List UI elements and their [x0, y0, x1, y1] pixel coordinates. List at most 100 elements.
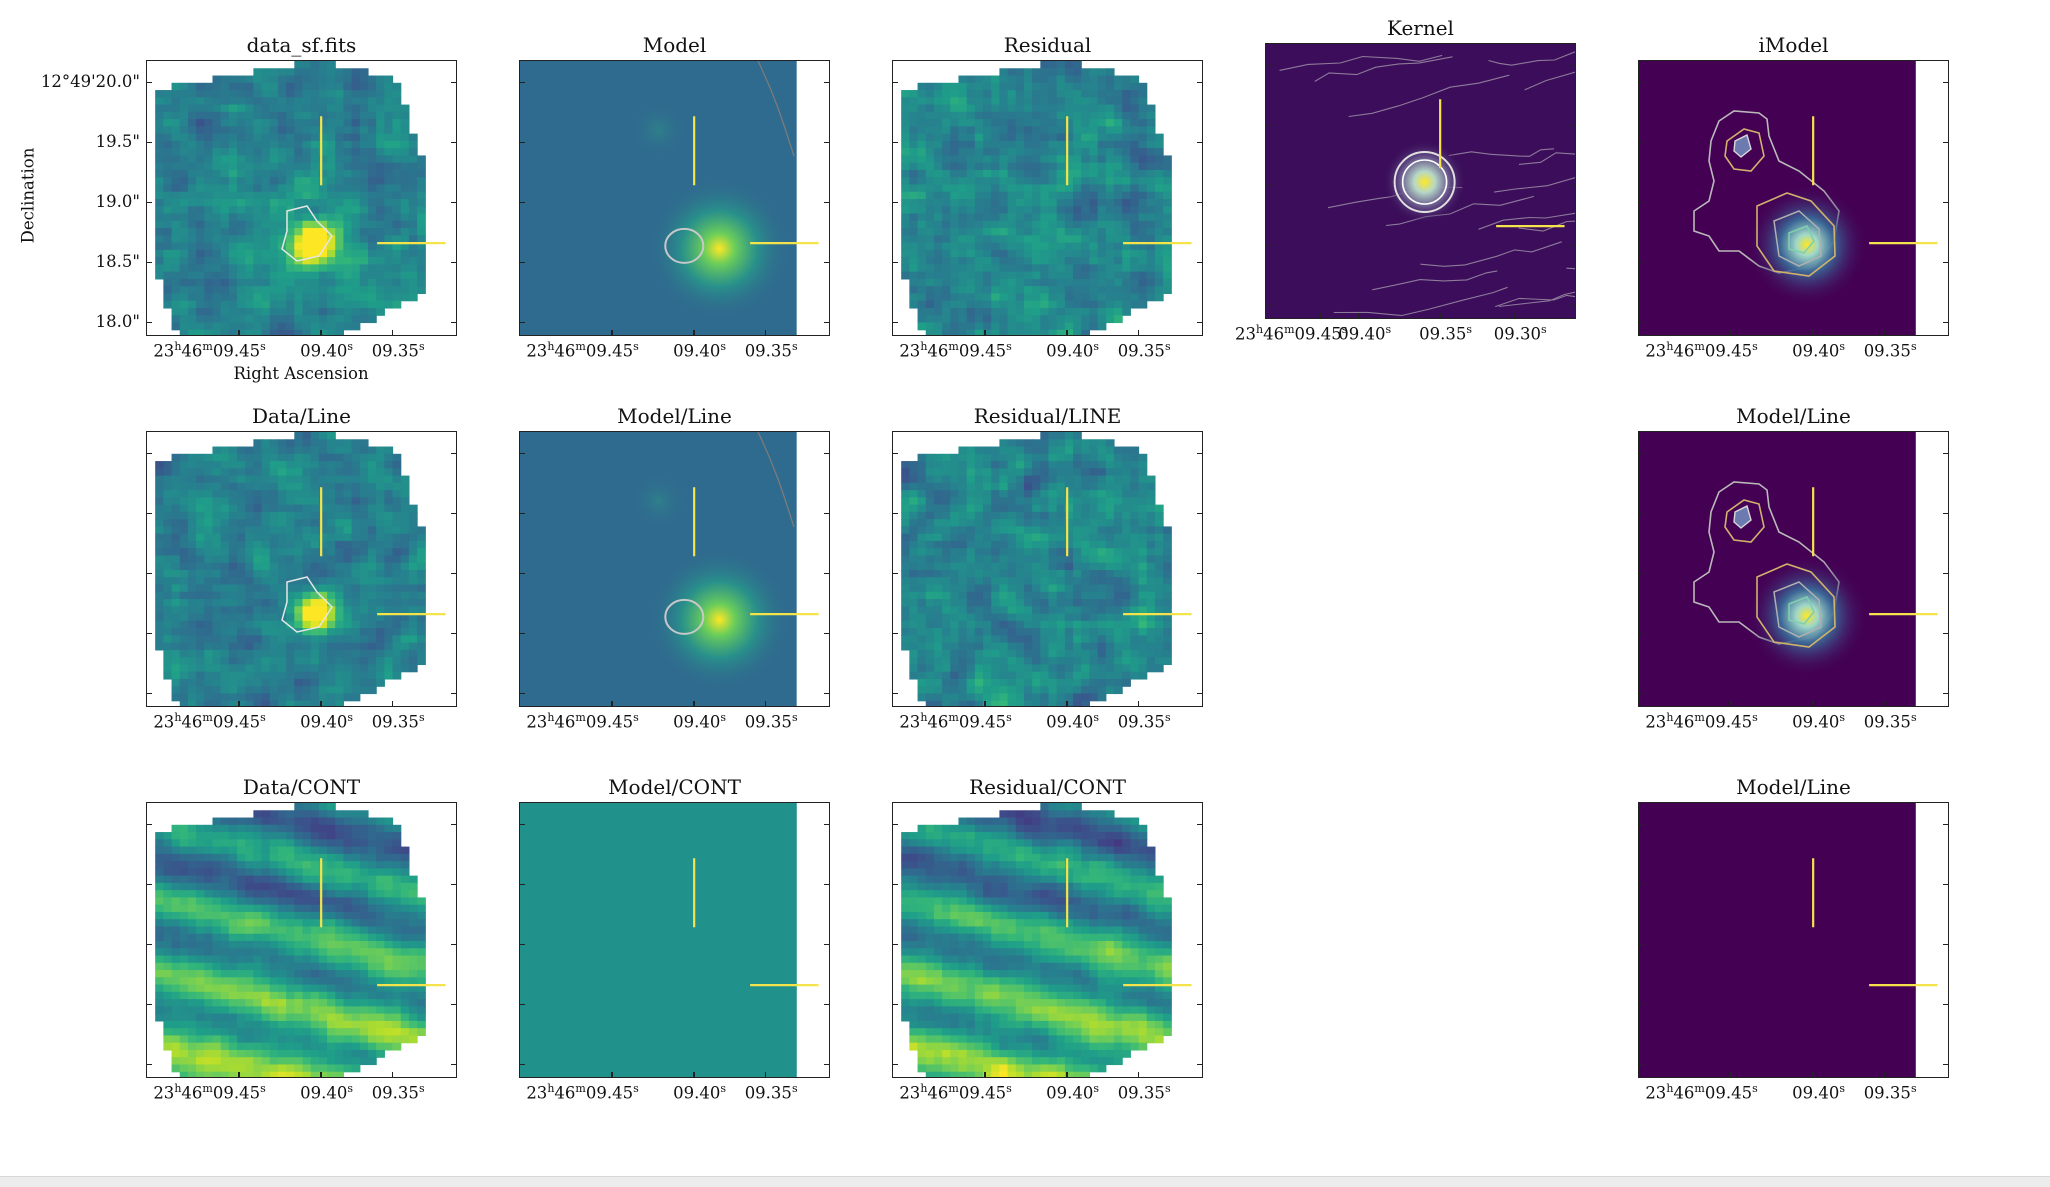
- y-tick-mark: [1943, 453, 1949, 454]
- companion-source: [630, 102, 686, 158]
- heatmap-image: [520, 803, 830, 1078]
- ra-tick-label: 09.35s: [1864, 340, 1917, 361]
- y-tick-mark: [451, 262, 457, 263]
- x-tick-mark: [392, 330, 393, 336]
- y-tick-mark: [146, 82, 152, 83]
- x-tick-mark: [1884, 701, 1885, 707]
- x-tick-mark: [1320, 313, 1321, 319]
- x-tick-mark: [1066, 330, 1067, 336]
- x-tick-mark: [1138, 330, 1139, 336]
- x-tick-mark: [1884, 1072, 1885, 1078]
- y-tick-mark: [1638, 884, 1644, 885]
- y-tick-mark: [824, 1064, 830, 1065]
- y-tick-mark: [1197, 262, 1203, 263]
- y-tick-mark: [1197, 573, 1203, 574]
- y-tick-mark: [451, 142, 457, 143]
- y-tick-mark: [1265, 125, 1271, 126]
- y-tick-mark: [1638, 1064, 1644, 1065]
- y-tick-mark: [451, 633, 457, 634]
- panel-title: Kernel: [1387, 16, 1454, 40]
- x-tick-mark: [320, 1072, 321, 1078]
- y-tick-mark: [1943, 262, 1949, 263]
- y-tick-mark: [146, 693, 152, 694]
- y-tick-mark: [892, 884, 898, 885]
- y-tick-mark: [146, 142, 152, 143]
- y-tick-mark: [1638, 82, 1644, 83]
- x-tick-mark: [1514, 313, 1515, 319]
- y-tick-mark: [1943, 693, 1949, 694]
- y-tick-mark: [1197, 884, 1203, 885]
- y-tick-mark: [824, 202, 830, 203]
- y-tick-mark: [519, 573, 525, 574]
- x-tick-mark: [238, 1072, 239, 1078]
- y-tick-mark: [1570, 245, 1576, 246]
- y-tick-mark: [146, 573, 152, 574]
- dec-tick-label: 18.0": [20, 312, 140, 331]
- ra-tick-label: 09.35s: [1118, 340, 1171, 361]
- x-tick-mark: [984, 330, 985, 336]
- x-tick-mark: [693, 330, 694, 336]
- ra-tick-label: 09.40s: [673, 340, 726, 361]
- pixel-grid: [155, 61, 426, 336]
- horizontal-scrollbar[interactable]: [0, 1176, 2050, 1187]
- ra-tick-label: 23h46m09.45s: [526, 1082, 638, 1103]
- y-tick-mark: [1197, 82, 1203, 83]
- y-tick-mark: [824, 944, 830, 945]
- y-tick-mark: [824, 884, 830, 885]
- y-tick-mark: [1197, 202, 1203, 203]
- x-tick-mark: [1439, 313, 1440, 319]
- y-tick-mark: [1265, 185, 1271, 186]
- y-tick-mark: [892, 693, 898, 694]
- companion-source: [630, 473, 686, 529]
- ra-tick-label: 09.40s: [300, 711, 353, 732]
- y-tick-mark: [519, 1064, 525, 1065]
- y-tick-mark: [1943, 884, 1949, 885]
- y-tick-mark: [1943, 82, 1949, 83]
- y-tick-mark: [1197, 453, 1203, 454]
- y-tick-mark: [892, 1004, 898, 1005]
- y-tick-mark: [1943, 633, 1949, 634]
- pixel-grid: [901, 61, 1172, 336]
- y-tick-mark: [1265, 245, 1271, 246]
- y-tick-mark: [1638, 322, 1644, 323]
- x-tick-mark: [392, 701, 393, 707]
- heatmap-frame: [1638, 431, 1949, 707]
- y-tick-mark: [824, 513, 830, 514]
- heatmap-image: [147, 803, 457, 1078]
- y-tick-mark: [1197, 322, 1203, 323]
- y-tick-mark: [519, 262, 525, 263]
- y-tick-mark: [1570, 185, 1576, 186]
- x-tick-mark: [1066, 1072, 1067, 1078]
- x-tick-mark: [611, 330, 612, 336]
- y-tick-mark: [519, 322, 525, 323]
- y-tick-mark: [519, 513, 525, 514]
- x-tick-mark: [765, 1072, 766, 1078]
- y-tick-mark: [1943, 573, 1949, 574]
- y-tick-mark: [1638, 824, 1644, 825]
- ra-tick-label: 09.40s: [300, 1082, 353, 1103]
- y-tick-mark: [519, 1004, 525, 1005]
- heatmap-frame: [892, 60, 1203, 336]
- y-tick-mark: [146, 824, 152, 825]
- model-background: [520, 803, 797, 1078]
- heatmap-image: [893, 432, 1203, 707]
- y-tick-mark: [1638, 633, 1644, 634]
- y-tick-mark: [1638, 453, 1644, 454]
- y-tick-mark: [824, 1004, 830, 1005]
- y-tick-mark: [1638, 693, 1644, 694]
- y-tick-mark: [1197, 1064, 1203, 1065]
- x-tick-mark: [1138, 1072, 1139, 1078]
- ra-tick-label: 23h46m09.45s: [526, 340, 638, 361]
- y-tick-mark: [519, 693, 525, 694]
- y-tick-mark: [892, 633, 898, 634]
- y-tick-mark: [892, 513, 898, 514]
- y-tick-mark: [892, 1064, 898, 1065]
- y-tick-mark: [1197, 142, 1203, 143]
- ra-tick-label: 23h46m09.45s: [899, 711, 1011, 732]
- panel-title: Residual/CONT: [969, 775, 1126, 799]
- ra-tick-label: 23h46m09.45s: [899, 1082, 1011, 1103]
- model-background: [1639, 803, 1916, 1078]
- y-tick-mark: [451, 202, 457, 203]
- y-tick-mark: [1638, 142, 1644, 143]
